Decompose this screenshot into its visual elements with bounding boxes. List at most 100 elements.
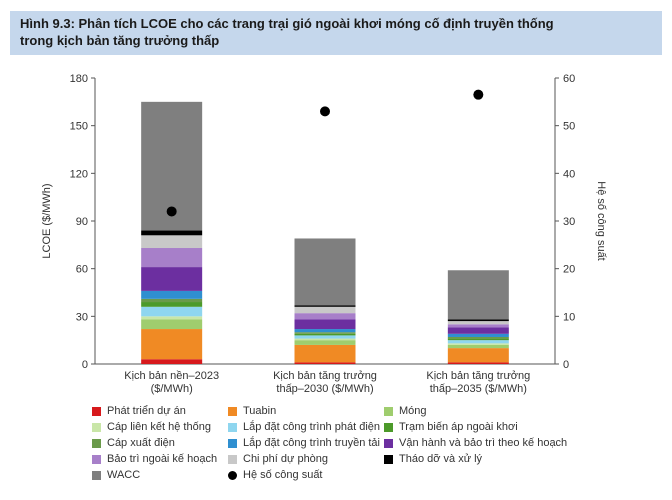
bar-segment [141, 329, 203, 360]
x-category-label: thấp–2035 ($/MWh) [430, 383, 527, 395]
bar-segment [294, 362, 356, 364]
x-category-label: thấp–2030 ($/MWh) [276, 383, 373, 395]
legend-label: Cáp liên kết hệ thống [107, 421, 211, 433]
legend-item: Tháo dỡ và xử lý [384, 453, 482, 465]
legend-swatch [92, 406, 101, 416]
x-category-label: Kịch bản tăng trưởng [426, 370, 530, 382]
legend-swatch [384, 406, 393, 416]
legend-item: Cáp xuất điện [92, 437, 175, 449]
y2-tick-label: 30 [563, 216, 575, 228]
y-axis-title: LCOE ($/MWh) [41, 183, 53, 258]
lcoe-stacked-bar-chart: 0 30 60 90 120 150 180 0 10 20 30 40 50 60 LCOE ($/MWh… [41, 73, 607, 395]
bar-segment [447, 344, 509, 349]
bar-segment [294, 335, 356, 339]
bar-segment [294, 344, 356, 363]
legend-swatch [228, 438, 237, 448]
bar-segment [141, 306, 203, 317]
legend-item: Trạm biến áp ngoài khơi [384, 421, 518, 433]
bar-segment [447, 343, 509, 345]
bar-segment [447, 324, 509, 328]
y2-tick-label: 20 [563, 264, 575, 276]
legend-swatch [92, 438, 101, 448]
bar-segment [141, 235, 203, 249]
figure-title-line-1: Hình 9.3: Phân tích LCOE cho các trang t… [20, 16, 554, 31]
bar-segment [447, 338, 509, 341]
legend-swatch [384, 454, 393, 464]
legend-label: Phát triển dự án [107, 405, 186, 417]
y-tick-label: 180 [70, 73, 88, 85]
bar-segment [294, 332, 356, 334]
bar-segment [447, 333, 509, 337]
legend-swatch [384, 422, 393, 432]
legend-item: Vận hành và bảo trì theo kế hoạch [384, 437, 567, 449]
bar-segment [294, 319, 356, 330]
bar-segment [141, 230, 203, 236]
bar-segment [141, 298, 203, 303]
legend-item: Lắp đặt công trình truyền tải [228, 437, 380, 449]
capacity-factor-point [320, 106, 330, 117]
bar-segment [294, 340, 356, 345]
figure-title-line-2: trong kịch bản tăng trưởng thấp [20, 33, 220, 48]
bar-segment [141, 302, 203, 307]
bar-segment [294, 238, 356, 306]
legend-item: Cáp liên kết hệ thống [92, 421, 211, 433]
bar-segment [294, 333, 356, 336]
bar-segment [447, 327, 509, 334]
bar-segment [141, 319, 203, 330]
y2-tick-label: 50 [563, 121, 575, 133]
legend-label: Lắp đặt công trình phát điện [243, 421, 380, 433]
y2-tick-label: 40 [563, 168, 575, 180]
legend-label: Tuabin [243, 405, 277, 417]
y-tick-label: 0 [82, 359, 88, 371]
bar-segment [447, 336, 509, 339]
bar-segment [141, 248, 203, 268]
y2-tick-label: 10 [563, 311, 575, 323]
bar-segment [141, 359, 203, 364]
y2-tick-label: 0 [563, 359, 569, 371]
legend-dot-icon [228, 470, 237, 480]
bar-segment [294, 313, 356, 320]
bar-segment [294, 338, 356, 341]
legend-swatch [92, 422, 101, 432]
legend-label: Cáp xuất điện [107, 437, 175, 449]
legend-label: Tháo dỡ và xử lý [399, 453, 483, 465]
legend-label: Vận hành và bảo trì theo kế hoạch [399, 437, 568, 449]
legend-label: Chi phí dự phòng [243, 453, 329, 465]
y-tick-label: 150 [70, 121, 88, 133]
bar-segment [447, 362, 509, 364]
legend-label: WACC [107, 469, 141, 481]
bar-segment [447, 319, 509, 322]
legend-label: Trạm biến áp ngoài khơi [399, 421, 518, 433]
legend-item: Tuabin [228, 405, 276, 417]
legend-swatch [228, 406, 237, 416]
figure-title: Hình 9.3: Phân tích LCOE cho các trang t… [10, 11, 662, 55]
capacity-factor-point [473, 89, 484, 100]
legend-item: Bảo trì ngoài kế hoạch [92, 453, 217, 465]
x-category-label: Kịch bản nền–2023 [124, 370, 219, 382]
x-category-label: Kịch bản tăng trưởng [273, 370, 377, 382]
bar-segment [294, 305, 356, 307]
bar-segment [294, 306, 356, 314]
legend-item: Lắp đặt công trình phát điện [228, 421, 380, 433]
legend-swatch [92, 470, 101, 480]
bar-segment [141, 290, 203, 299]
legend-label: Lắp đặt công trình truyền tải [243, 437, 380, 449]
y-tick-label: 120 [70, 168, 88, 180]
legend-label: Bảo trì ngoài kế hoạch [107, 453, 218, 465]
y-tick-label: 60 [76, 264, 88, 276]
legend-swatch [228, 422, 237, 432]
bar-segment [447, 340, 509, 344]
y2-axis-title: Hệ số công suất [595, 181, 607, 261]
bar-segment [141, 316, 203, 320]
legend-item: Móng [384, 405, 427, 417]
bar-segment [141, 267, 203, 291]
y-tick-label: 30 [76, 311, 88, 323]
legend-item: Hệ số công suất [228, 469, 323, 481]
legend-swatch [384, 438, 393, 448]
legend-item: WACC [92, 469, 140, 481]
y-tick-label: 90 [76, 216, 88, 228]
legend-item: Phát triển dự án [92, 405, 186, 417]
y2-tick-label: 60 [563, 73, 575, 85]
bar-segment [447, 321, 509, 325]
bar-segment [447, 348, 509, 363]
